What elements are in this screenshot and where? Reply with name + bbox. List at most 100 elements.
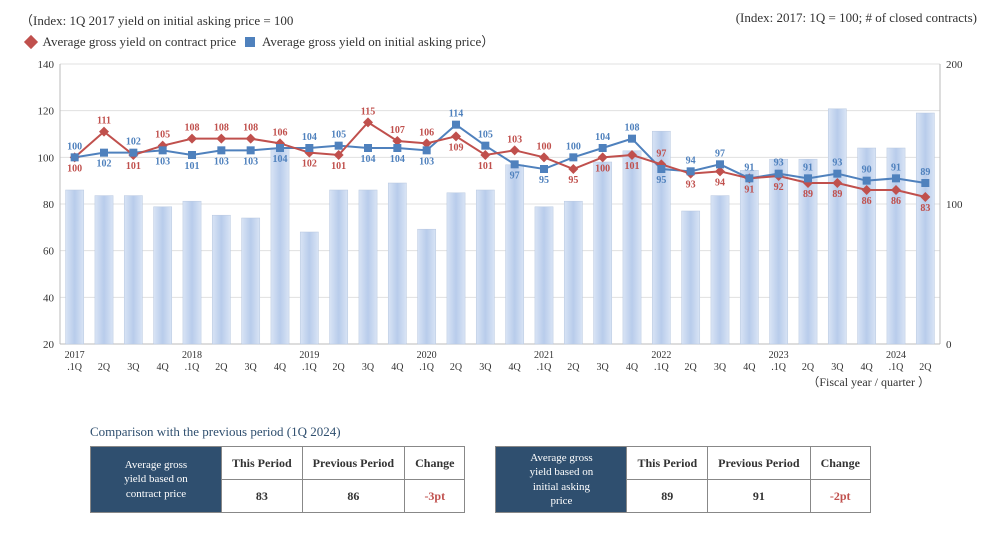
col-prev: Previous Period — [708, 447, 810, 480]
svg-text:100: 100 — [67, 141, 82, 152]
svg-text:2020: 2020 — [417, 350, 437, 361]
svg-text:.1Q: .1Q — [654, 362, 670, 373]
svg-text:97: 97 — [715, 148, 725, 159]
svg-text:200: 200 — [946, 59, 963, 71]
svg-text:111: 111 — [97, 116, 111, 127]
svg-text:105: 105 — [331, 130, 346, 141]
comparison-caption: Comparison with the previous period (1Q … — [90, 424, 977, 440]
svg-text:3Q: 3Q — [362, 362, 375, 373]
svg-text:2Q: 2Q — [333, 362, 346, 373]
svg-text:89: 89 — [920, 167, 930, 178]
svg-text:2021: 2021 — [534, 350, 554, 361]
svg-text:2Q: 2Q — [567, 362, 580, 373]
svg-text:4Q: 4Q — [861, 362, 874, 373]
svg-text:.1Q: .1Q — [67, 362, 83, 373]
svg-text:2Q: 2Q — [98, 362, 111, 373]
svg-text:104: 104 — [390, 154, 405, 165]
bar — [740, 170, 758, 344]
svg-text:3Q: 3Q — [127, 362, 140, 373]
col-this: This Period — [627, 447, 708, 480]
svg-text:20: 20 — [43, 339, 55, 351]
svg-text:4Q: 4Q — [157, 362, 170, 373]
legend-square-icon — [245, 37, 255, 47]
svg-text:91: 91 — [744, 184, 754, 195]
svg-text:.1Q: .1Q — [771, 362, 787, 373]
svg-text:100: 100 — [38, 152, 55, 164]
legend-diamond-icon — [24, 35, 38, 49]
svg-text:2018: 2018 — [182, 350, 202, 361]
index-note-left: （Index: 1Q 2017 yield on initial asking … — [20, 10, 293, 29]
svg-text:92: 92 — [774, 182, 784, 193]
bar — [418, 229, 436, 344]
svg-text:3Q: 3Q — [831, 362, 844, 373]
svg-text:108: 108 — [185, 123, 200, 134]
svg-text:106: 106 — [273, 127, 288, 138]
svg-text:102: 102 — [302, 159, 317, 170]
svg-text:0: 0 — [946, 339, 952, 351]
svg-text:2022: 2022 — [651, 350, 671, 361]
svg-text:103: 103 — [155, 156, 170, 167]
bar — [242, 218, 260, 344]
val-prev: 86 — [302, 480, 404, 513]
svg-text:2Q: 2Q — [685, 362, 698, 373]
bar — [359, 190, 377, 344]
yield-chart: 2040608010012014001002001001001111021021… — [20, 54, 980, 404]
svg-text:140: 140 — [38, 59, 55, 71]
bar — [535, 207, 553, 344]
svg-text:2017: 2017 — [65, 350, 85, 361]
bar — [183, 201, 201, 344]
svg-text:100: 100 — [67, 163, 82, 174]
svg-text:2019: 2019 — [299, 350, 319, 361]
val-change: -2pt — [810, 480, 870, 513]
svg-text:95: 95 — [539, 175, 549, 186]
svg-text:100: 100 — [566, 141, 581, 152]
svg-text:120: 120 — [38, 106, 55, 118]
svg-text:4Q: 4Q — [509, 362, 522, 373]
svg-text:105: 105 — [478, 130, 493, 141]
svg-text:80: 80 — [43, 199, 55, 211]
svg-text:89: 89 — [832, 189, 842, 200]
chart-legend: Average gross yield on contract price Av… — [20, 31, 977, 50]
svg-text:106: 106 — [419, 127, 434, 138]
svg-text:90: 90 — [862, 165, 872, 176]
svg-text:108: 108 — [625, 123, 640, 134]
comparison-table-asking: Average gross yield based on initial ask… — [495, 446, 870, 513]
svg-text:2Q: 2Q — [450, 362, 463, 373]
svg-text:108: 108 — [243, 123, 258, 134]
svg-text:109: 109 — [449, 142, 464, 153]
col-change: Change — [405, 447, 465, 480]
bar — [154, 207, 172, 344]
svg-text:95: 95 — [656, 175, 666, 186]
svg-text:4Q: 4Q — [743, 362, 756, 373]
svg-text:101: 101 — [478, 161, 493, 172]
svg-text:2Q: 2Q — [802, 362, 815, 373]
svg-text:102: 102 — [97, 159, 112, 170]
svg-text:4Q: 4Q — [391, 362, 404, 373]
svg-text:.1Q: .1Q — [185, 362, 201, 373]
svg-text:102: 102 — [126, 137, 141, 148]
svg-text:3Q: 3Q — [245, 362, 258, 373]
val-prev: 91 — [708, 480, 810, 513]
svg-text:4Q: 4Q — [626, 362, 639, 373]
svg-text:.1Q: .1Q — [537, 362, 553, 373]
svg-text:.1Q: .1Q — [302, 362, 318, 373]
val-change: -3pt — [405, 480, 465, 513]
bar — [506, 165, 524, 344]
bar — [66, 190, 84, 344]
svg-text:95: 95 — [568, 175, 578, 186]
bar — [447, 193, 465, 344]
svg-text:94: 94 — [686, 155, 696, 166]
svg-text:86: 86 — [862, 196, 872, 207]
svg-text:107: 107 — [390, 125, 405, 136]
svg-text:83: 83 — [920, 203, 930, 214]
svg-text:104: 104 — [273, 154, 288, 165]
svg-text:91: 91 — [803, 162, 813, 173]
svg-text:4Q: 4Q — [274, 362, 287, 373]
svg-text:104: 104 — [361, 154, 376, 165]
svg-text:60: 60 — [43, 246, 55, 258]
svg-text:2024: 2024 — [886, 350, 906, 361]
svg-text:100: 100 — [595, 163, 610, 174]
bar — [300, 232, 318, 344]
svg-text:91: 91 — [744, 162, 754, 173]
svg-text:101: 101 — [331, 161, 346, 172]
